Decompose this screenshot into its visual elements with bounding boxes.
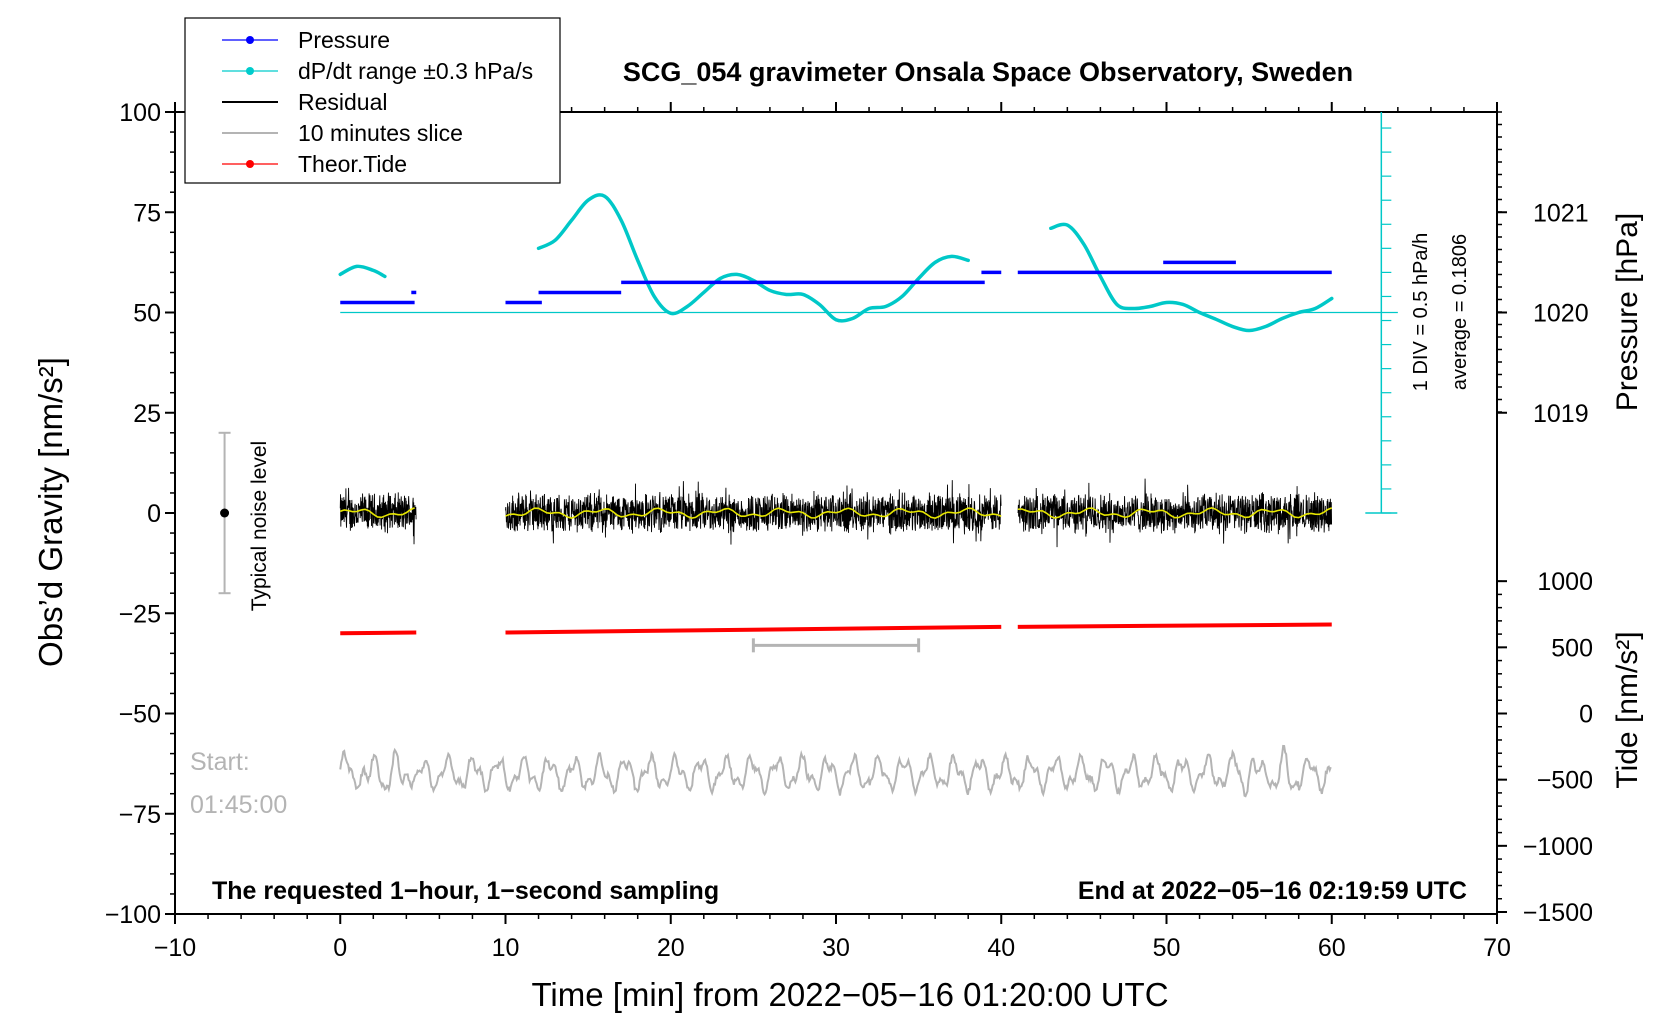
y-tick-label: 50 — [133, 300, 161, 328]
x-tick-label: 70 — [1483, 934, 1511, 962]
y-tick-label: −75 — [119, 801, 161, 829]
slice-series-line — [339, 744, 1332, 798]
x-tick-label: 20 — [657, 934, 685, 962]
tide-tick-label: 1000 — [1537, 568, 1593, 596]
start-label: Start: — [190, 748, 250, 776]
y-tick-label: −100 — [105, 901, 161, 929]
x-tick-label: 10 — [492, 934, 520, 962]
legend: Pressure dP/dt range ±0.3 hPa/s Residual 10… — [184, 17, 561, 184]
x-tick-label: 60 — [1318, 934, 1346, 962]
legend-marker — [246, 67, 254, 75]
legend-label: dP/dt range ±0.3 hPa/s — [298, 58, 533, 84]
scale-div-label: 1 DIV = 0.5 hPa/h — [1410, 233, 1432, 391]
legend-marker — [246, 36, 254, 44]
dpdt-series-line — [536, 193, 970, 323]
y-tick-label: 75 — [133, 199, 161, 227]
tide-segment — [340, 630, 417, 636]
tide-tick-label: −500 — [1537, 767, 1593, 795]
tide-tick-label: 500 — [1551, 634, 1593, 662]
scale-average-label: average = 0.1806 — [1449, 234, 1471, 390]
chart-title: SCG_054 gravimeter Onsala Space Observat… — [623, 57, 1353, 87]
pressure-tick-label: 1020 — [1533, 300, 1589, 328]
residual-series-line — [1017, 478, 1333, 548]
residual-smoothed-line — [339, 507, 415, 519]
legend-label: Residual — [298, 89, 388, 115]
x-axis-label: Time [min] from 2022−05−16 01:20:00 UTC — [531, 976, 1168, 1013]
residual-smoothed-line — [505, 507, 1002, 519]
y-tick-label: 0 — [147, 500, 161, 528]
y-axis-label-gravity: Obs’d Gravity [nm/s²] — [32, 357, 69, 667]
x-tick-label: 50 — [1153, 934, 1181, 962]
x-tick-label: 30 — [822, 934, 850, 962]
dpdt-series-line — [338, 264, 387, 279]
y-tick-label: 100 — [119, 99, 161, 127]
tide-tick-label: −1000 — [1523, 833, 1593, 861]
noise-level-label: Typical noise level — [248, 441, 271, 611]
legend-box — [184, 17, 561, 184]
y-axis-label-pressure: Pressure [hPa] — [1611, 213, 1644, 411]
legend-marker — [246, 160, 254, 168]
tide-segment — [1017, 622, 1332, 629]
x-tick-label: −10 — [154, 934, 196, 962]
y-tick-label: 25 — [133, 400, 161, 428]
legend-label: 10 minutes slice — [298, 120, 463, 146]
y-tick-label: −25 — [119, 600, 161, 628]
legend-label: Pressure — [298, 27, 390, 53]
pressure-tick-label: 1021 — [1533, 199, 1589, 227]
residual-smoothed-line — [1017, 506, 1333, 519]
plot-area: −10 0 10 20 30 40 50 60 70−100−75−50−25025507510… — [105, 99, 1593, 962]
bottom-left-note: The requested 1−hour, 1−second sampling — [212, 877, 719, 905]
noise-bar-dot — [220, 508, 230, 518]
pressure-tick-label: 1019 — [1533, 400, 1589, 428]
tide-tick-label: 0 — [1579, 701, 1593, 729]
tide-segment — [505, 624, 1002, 635]
bottom-right-note: End at 2022−05−16 02:19:59 UTC — [1078, 877, 1467, 905]
residual-series-line — [339, 487, 417, 545]
chart-text: SCG_054 gravimeter Onsala Space Observat… — [32, 57, 1644, 1013]
tide-tick-label: −1500 — [1523, 899, 1593, 927]
x-tick-label: 0 — [333, 934, 347, 962]
y-axis-label-tide: Tide [nm/s²] — [1611, 631, 1644, 788]
y-tick-label: −50 — [119, 701, 161, 729]
legend-label: Theor.Tide — [298, 151, 407, 177]
x-tick-label: 40 — [987, 934, 1015, 962]
start-time-label: 01:45:00 — [190, 791, 287, 819]
